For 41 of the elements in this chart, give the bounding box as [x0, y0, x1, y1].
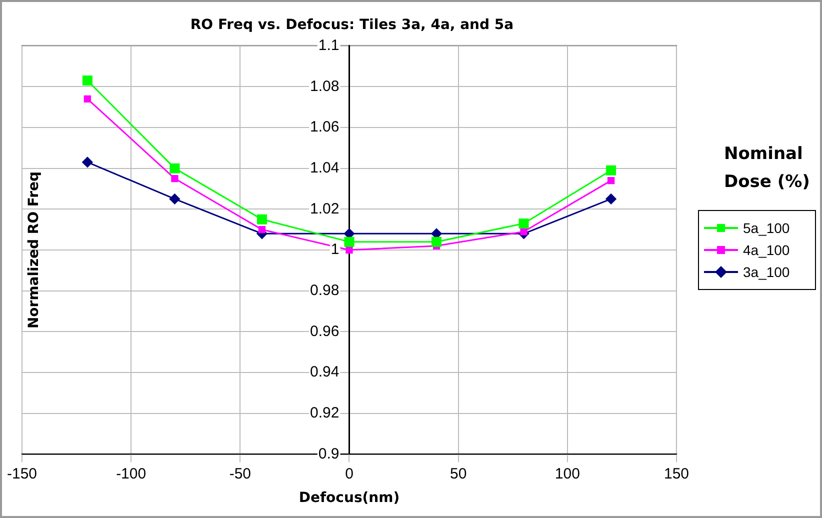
y-tick-label: 0.96: [310, 322, 340, 340]
y-tick-label: 1.1: [318, 36, 340, 54]
point: [82, 76, 92, 86]
x-axis-title: Defocus(nm): [298, 490, 400, 506]
point: [256, 214, 267, 224]
y-tick-label: 0.94: [310, 364, 340, 381]
point: [258, 226, 266, 234]
legend-title: Nominal Dose (%): [724, 143, 811, 194]
x-tick-label: 150: [664, 465, 689, 482]
point: [344, 236, 354, 247]
x-tick-label: -100: [116, 465, 146, 482]
point: [84, 95, 92, 102]
point: [346, 246, 353, 254]
x-tick-label: 100: [554, 465, 580, 482]
y-tick-label: 1.04: [310, 159, 340, 176]
point: [607, 176, 615, 184]
point: [606, 165, 616, 176]
y-tick-label: 1.08: [310, 78, 340, 95]
point: [518, 218, 529, 228]
point: [170, 163, 180, 174]
point: [171, 174, 178, 182]
y-tick-label: 1: [330, 241, 340, 258]
y-tick-label: 0.9: [318, 445, 340, 462]
x-tick-label: 50: [450, 465, 467, 482]
legend-label: 5a_100: [743, 220, 790, 236]
x-tick-label: -150: [6, 465, 38, 482]
point: [606, 194, 616, 204]
chart-title: RO Freq vs. Defocus: Tiles 3a, 4a, and 5a: [190, 17, 514, 34]
y-axis-title: Normalized RO Freq: [26, 170, 42, 331]
point: [432, 236, 442, 247]
x-tick-label: -50: [229, 465, 252, 482]
point: [169, 194, 180, 204]
y-tick-label: 1.02: [310, 200, 340, 218]
y-tick-label: 0.98: [310, 282, 340, 299]
legend-label: 3a_100: [743, 264, 790, 280]
point: [82, 156, 93, 168]
x-tick-label: 0: [345, 465, 354, 482]
y-tick-label: 0.92: [310, 404, 340, 422]
legend-label: 4a_100: [743, 242, 790, 258]
y-tick-label: 1.06: [310, 118, 340, 136]
point: [520, 228, 528, 236]
